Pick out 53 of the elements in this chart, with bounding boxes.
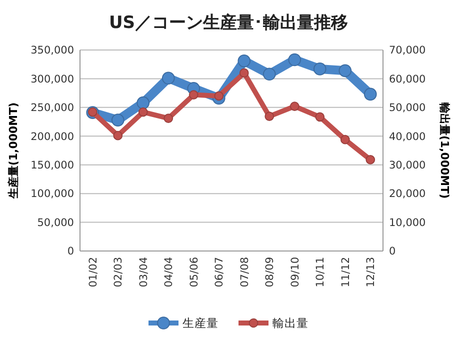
y2-tick-label: 60,000 bbox=[389, 73, 426, 86]
point bbox=[264, 112, 274, 122]
x-tick-label: 05/06 bbox=[188, 256, 200, 288]
y2-tick-label: 40,000 bbox=[389, 130, 426, 143]
y2-tick-label: 20,000 bbox=[389, 188, 426, 200]
y-axis-title: 生産量(1,000MT) bbox=[6, 102, 20, 200]
point bbox=[340, 134, 350, 144]
y-tick-label: 50,000 bbox=[37, 216, 74, 229]
y2-tick-label: 30,000 bbox=[389, 160, 426, 172]
point bbox=[262, 68, 276, 81]
point bbox=[188, 90, 198, 100]
point bbox=[364, 88, 377, 101]
y-tick-label: 250,000 bbox=[30, 102, 74, 114]
x-tick-label: 03/04 bbox=[138, 256, 150, 288]
point bbox=[366, 155, 376, 164]
point bbox=[111, 114, 124, 126]
point bbox=[164, 114, 174, 124]
x-tick-label: 06/07 bbox=[214, 257, 226, 288]
x-tick-label: 07/08 bbox=[238, 257, 251, 288]
y-tick-label: 350,000 bbox=[30, 44, 74, 57]
legend-label: 輸出量 bbox=[272, 316, 308, 330]
y2-axis-title: 輸出量(1,000MT) bbox=[438, 101, 452, 199]
y2-tick-label: 0 bbox=[389, 246, 396, 258]
y-tick-label: 0 bbox=[67, 246, 74, 258]
y-tick-label: 300,000 bbox=[30, 73, 74, 86]
point bbox=[162, 72, 175, 85]
y2-tick-label: 70,000 bbox=[389, 44, 426, 57]
x-tick-label: 02/03 bbox=[112, 257, 125, 288]
x-tick-label: 08/09 bbox=[264, 257, 276, 288]
point bbox=[113, 130, 123, 140]
point bbox=[214, 91, 224, 101]
point bbox=[338, 64, 352, 78]
point bbox=[138, 107, 148, 117]
y-tick-label: 100,000 bbox=[30, 188, 74, 200]
x-tick-label: 09/10 bbox=[289, 257, 302, 288]
y-tick-label: 200,000 bbox=[30, 130, 74, 143]
legend-label: 生産量 bbox=[182, 316, 218, 330]
x-tick-label: 01/02 bbox=[87, 257, 100, 288]
point bbox=[315, 112, 325, 122]
x-tick-label: 12/13 bbox=[365, 257, 378, 288]
x-tick-label: 11/12 bbox=[340, 257, 352, 288]
point bbox=[288, 53, 302, 66]
point bbox=[290, 102, 300, 111]
y2-tick-label: 50,000 bbox=[389, 102, 426, 114]
point bbox=[239, 68, 249, 78]
point bbox=[136, 96, 150, 110]
y-tick-label: 150,000 bbox=[30, 160, 74, 172]
y2-tick-label: 10,000 bbox=[389, 216, 426, 229]
chart-title: US／コーン生産量･輸出量推移 bbox=[108, 13, 348, 33]
x-tick-label: 04/04 bbox=[163, 256, 176, 288]
point bbox=[238, 54, 251, 68]
point bbox=[313, 62, 326, 76]
x-tick-label: 10/11 bbox=[314, 257, 327, 288]
